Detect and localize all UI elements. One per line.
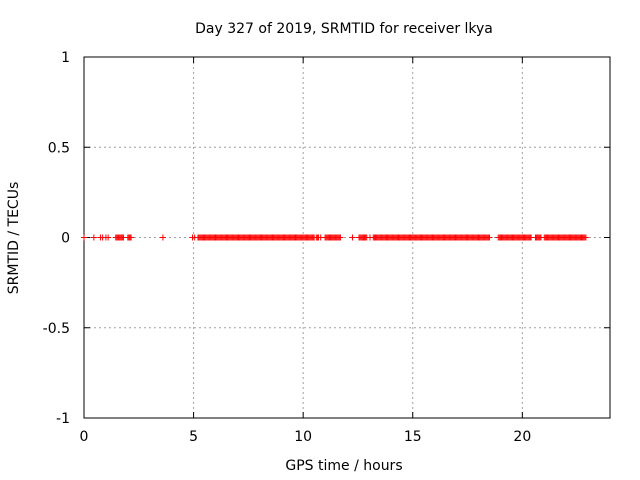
x-tick-label: 15 bbox=[404, 429, 422, 445]
data-point bbox=[363, 234, 370, 241]
y-tick-label: -1 bbox=[56, 411, 70, 427]
y-axis-label: SRMTID / TECUs bbox=[6, 182, 22, 295]
data-point bbox=[128, 234, 135, 241]
data-point bbox=[159, 234, 166, 241]
y-tick-label: 1 bbox=[61, 50, 70, 66]
data-points bbox=[81, 234, 589, 241]
data-point bbox=[337, 234, 344, 241]
data-point bbox=[582, 234, 589, 241]
x-axis-label: GPS time / hours bbox=[285, 458, 402, 474]
tick-labels: 0 5 10 15 20 -1 -0.5 0 0.5 1 bbox=[43, 50, 532, 445]
data-point bbox=[486, 234, 493, 241]
y-tick-label: 0.5 bbox=[48, 140, 70, 156]
x-tick-label: 0 bbox=[80, 429, 89, 445]
chart-title: Day 327 of 2019, SRMTID for receiver lky… bbox=[195, 21, 493, 37]
data-point bbox=[105, 234, 112, 241]
y-tick-label: 0 bbox=[61, 231, 70, 247]
x-tick-label: 20 bbox=[513, 429, 531, 445]
x-tick-label: 10 bbox=[294, 429, 312, 445]
y-tick-label: -0.5 bbox=[43, 321, 70, 337]
x-tick-label: 5 bbox=[189, 429, 198, 445]
data-point bbox=[315, 234, 322, 241]
data-point bbox=[81, 234, 87, 241]
data-point bbox=[90, 234, 97, 241]
data-point bbox=[349, 234, 356, 241]
axis-ticks bbox=[83, 56, 610, 419]
